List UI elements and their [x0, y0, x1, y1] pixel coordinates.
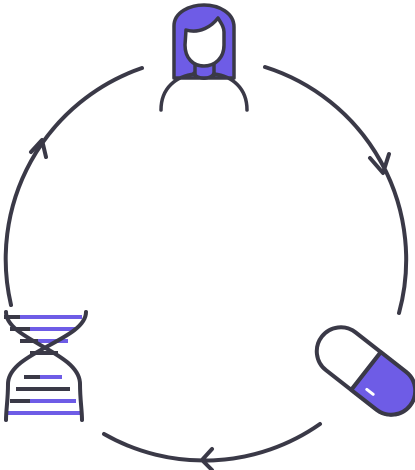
capsule-icon — [314, 325, 415, 417]
arrowhead-left-icon — [29, 138, 48, 159]
arc-person-to-capsule — [263, 65, 409, 315]
cycle-arrowheads — [29, 138, 391, 470]
dna-helix-icon — [4, 310, 88, 422]
person-icon — [159, 3, 249, 112]
dna-strand-a — [4, 310, 84, 422]
arc-dna-to-person — [3, 66, 144, 307]
capsule-divider — [349, 350, 383, 392]
person-face — [183, 16, 226, 68]
arrowhead-right-icon — [368, 152, 391, 175]
capsule-highlight — [365, 387, 375, 396]
dna-strand-b — [4, 310, 88, 422]
arc-capsule-to-dna — [102, 422, 322, 463]
cycle-arcs — [3, 65, 409, 463]
capsule-half-filled — [349, 350, 415, 417]
person-shoulders — [159, 72, 249, 112]
arrowhead-bottom-icon — [200, 447, 214, 470]
